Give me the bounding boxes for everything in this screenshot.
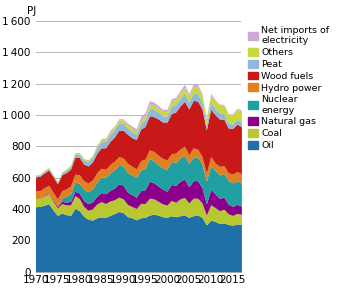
Legend: Net imports of
electricity, Others, Peat, Wood fuels, Hydro power, Nuclear
energ: Net imports of electricity, Others, Peat… [248,26,329,150]
Text: PJ: PJ [27,6,37,16]
